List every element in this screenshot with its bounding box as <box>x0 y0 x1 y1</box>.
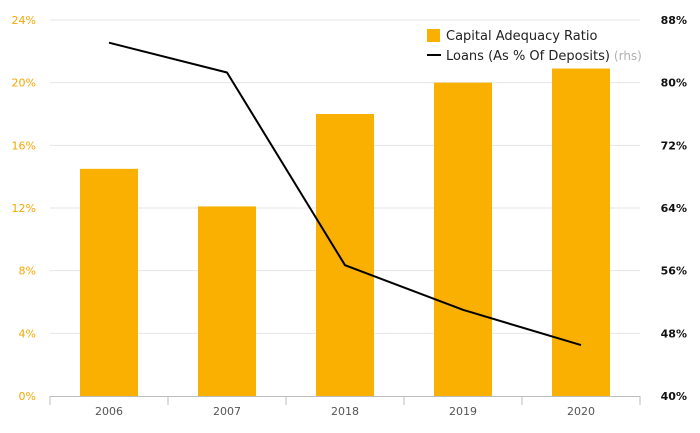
legend: Capital Adequacy Ratio Loans (As % Of De… <box>427 29 642 64</box>
y-right-tick-label: 56% <box>661 265 687 278</box>
bar <box>552 68 610 397</box>
y-right-tick-label: 40% <box>661 390 687 403</box>
y-left-tick-label: 24% <box>12 14 36 27</box>
y-left-tick-label: 16% <box>12 139 36 152</box>
legend-label-line: Loans (As % Of Deposits) (rhs) <box>446 49 642 64</box>
bar <box>434 82 492 397</box>
legend-swatch-bar <box>427 29 440 42</box>
legend-label-line-note: (rhs) <box>614 49 642 63</box>
y-axis-left: 0% 4% 8% 12% 16% 20% 24% <box>12 14 36 403</box>
x-tick-label: 2006 <box>95 405 123 418</box>
y-left-tick-label: 20% <box>12 77 36 90</box>
bar <box>80 168 138 396</box>
y-right-tick-label: 88% <box>661 14 687 27</box>
x-tick-label: 2020 <box>567 405 595 418</box>
x-tick-label: 2007 <box>213 405 241 418</box>
y-right-tick-label: 64% <box>661 202 687 215</box>
y-right-tick-label: 72% <box>661 139 687 152</box>
x-axis: 2006 2007 2018 2019 2020 <box>49 396 641 418</box>
legend-label-line-name: Loans (As % Of Deposits) <box>446 49 610 64</box>
y-left-tick-label: 0% <box>19 390 36 403</box>
y-right-tick-label: 80% <box>661 77 687 90</box>
y-axis-right: 40% 48% 56% 64% 72% 80% 88% <box>661 14 687 403</box>
y-right-tick-label: 48% <box>661 327 687 340</box>
y-left-tick-label: 8% <box>19 265 36 278</box>
y-left-tick-label: 4% <box>19 327 36 340</box>
x-tick-label: 2018 <box>331 405 359 418</box>
bar <box>198 206 256 396</box>
line-series <box>108 41 582 347</box>
bar-series <box>80 68 610 397</box>
legend-label-bar: Capital Adequacy Ratio <box>446 29 597 44</box>
x-tick-label: 2019 <box>449 405 477 418</box>
bar <box>316 114 374 396</box>
y-left-tick-label: 12% <box>12 202 36 215</box>
